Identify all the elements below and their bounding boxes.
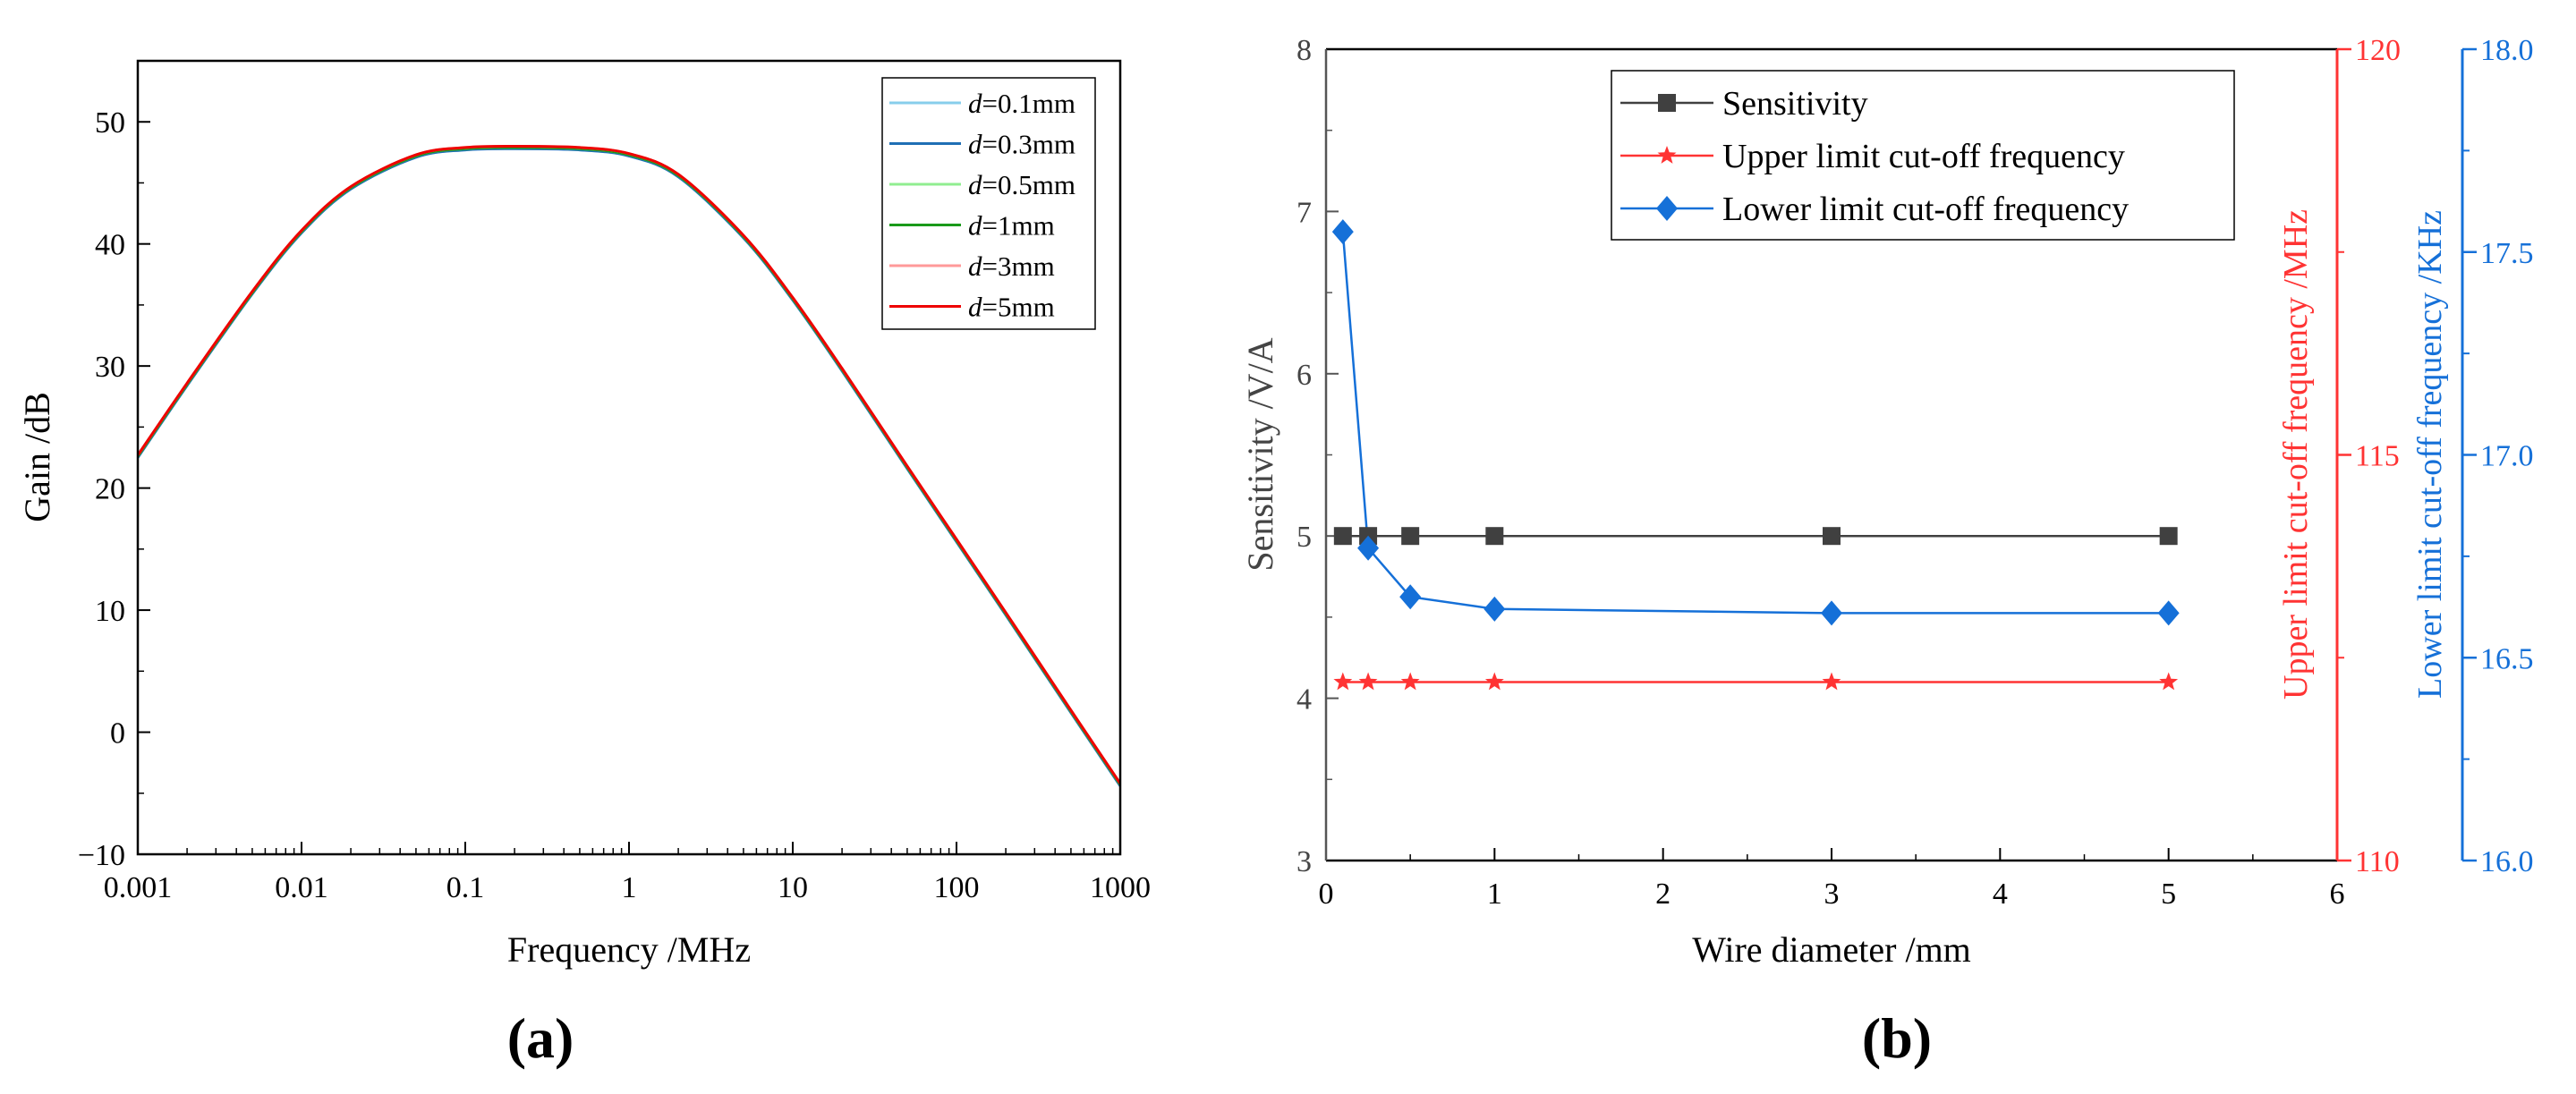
b-data-point [1333,672,1353,691]
a-legend-label: d=1mm [968,210,1055,242]
a-ytick-label: 0 [110,717,125,751]
b-legend-label: Upper limit cut-off frequency [1722,138,2125,175]
b-right2-tick-label: 17.5 [2480,237,2534,270]
a-ytick-label: 20 [95,473,125,506]
b-left-tick-label: 6 [1297,359,1312,392]
b-data-point [1400,672,1420,691]
panel-b-ylabel-right2: Lower limit cut-off frequency /KHz [2411,210,2449,699]
panel-a-chart: 0.001 0.01 0.1 1 10 100 1000 −10 0 10 20 30 40 50 Fre… [17,59,1151,1070]
b-xtick-label: 3 [1824,878,1840,911]
b-right2-tick-label: 16.0 [2480,845,2534,878]
b-right1-tick-label: 115 [2355,440,2400,473]
b-legend-marker [1658,94,1676,112]
b-left-tick-label: 3 [1297,845,1312,878]
b-xtick-label: 4 [1993,878,2008,911]
panel-a-legend: d=0.1mm d=0.3mm d=0.5mm d=1mm d=3mm d=5mm [881,77,1096,330]
a-xtick-label: 10 [778,871,808,904]
a-xtick-label: 0.01 [275,871,328,904]
a-legend-label: d=5mm [968,292,1055,323]
b-data-point [1357,535,1380,561]
b-series-line [1341,232,2169,615]
b-data-point [1822,672,1841,691]
b-right2-tick-label: 16.5 [2480,642,2534,675]
b-xtick-label: 5 [2161,878,2176,911]
a-xtick-label: 1 [622,871,637,904]
b-left-tick-label: 5 [1297,521,1312,554]
panel-b-xlabel: Wire diameter /mm [1692,929,1971,970]
a-ytick-label: 30 [95,351,125,384]
b-xtick-label: 6 [2330,878,2345,911]
b-legend-marker [1656,196,1678,221]
a-legend-box [881,77,1096,330]
b-right2-tick-label: 18.0 [2480,34,2534,67]
a-legend-label: d=0.1mm [968,88,1075,119]
b-data-point [1823,527,1841,546]
a-xtick-label: 100 [934,871,980,904]
panel-b-ylabel-left: Sensitivity /V/A [1240,337,1280,571]
b-data-point [1333,527,1352,546]
b-data-point [1399,584,1422,610]
panel-b-ylabel-right1: Upper limit cut-off frequency /MHz [2277,209,2315,700]
b-data-point [2157,600,2180,626]
panel-b-label: (b) [1862,1006,1932,1070]
b-xtick-label: 0 [1319,878,1334,911]
b-legend-label: Sensitivity [1722,85,1868,123]
b-legend-marker [1657,146,1677,164]
b-xtick-label: 1 [1487,878,1502,911]
panel-a-ylabel: Gain /dB [17,392,57,522]
b-legend-box [1611,70,2235,241]
b-legend-label: Lower limit cut-off frequency [1722,191,2129,228]
b-xtick-label: 2 [1655,878,1671,911]
b-data-point [1401,527,1420,546]
b-data-point [1484,672,1504,691]
a-xtick-label: 1000 [1090,871,1151,904]
b-data-point [1484,596,1506,622]
b-right1-tick-label: 110 [2355,845,2400,878]
b-left-tick-label: 8 [1297,34,1312,67]
b-data-point [2159,672,2179,691]
a-legend-label: d=3mm [968,250,1055,282]
a-xtick-label: 0.1 [446,871,485,904]
b-right2-tick-label: 17.0 [2480,440,2534,473]
a-legend-label: d=0.3mm [968,129,1075,160]
panel-b-legend: Sensitivity Upper limit cut-off frequency… [1611,70,2235,241]
b-data-point [1821,600,1842,626]
b-data-point [1358,672,1378,691]
b-data-point [2159,527,2178,546]
b-data-point [1331,219,1354,245]
a-ytick-label: 50 [95,106,125,140]
panel-b-chart: 0 1 2 3 4 5 6 3 4 5 6 7 8 110 115 120 16.0 16.5 17.0 17.5 18… [1240,34,2534,1070]
panel-a-label: (a) [507,1006,574,1070]
panel-a-xlabel: Frequency /MHz [507,929,751,970]
a-legend-label: d=0.5mm [968,169,1075,200]
b-data-point [1485,527,1504,546]
b-right1-tick-label: 120 [2355,34,2401,67]
b-left-tick-label: 4 [1297,683,1312,717]
a-ytick-label: 10 [95,595,125,628]
a-ytick-label: 40 [95,229,125,262]
b-left-tick-label: 7 [1297,196,1312,229]
a-xtick-label: 0.001 [104,871,173,904]
a-ytick-label: −10 [78,839,125,872]
panel-a-frame [136,59,1122,856]
a-series-line [138,144,1120,784]
